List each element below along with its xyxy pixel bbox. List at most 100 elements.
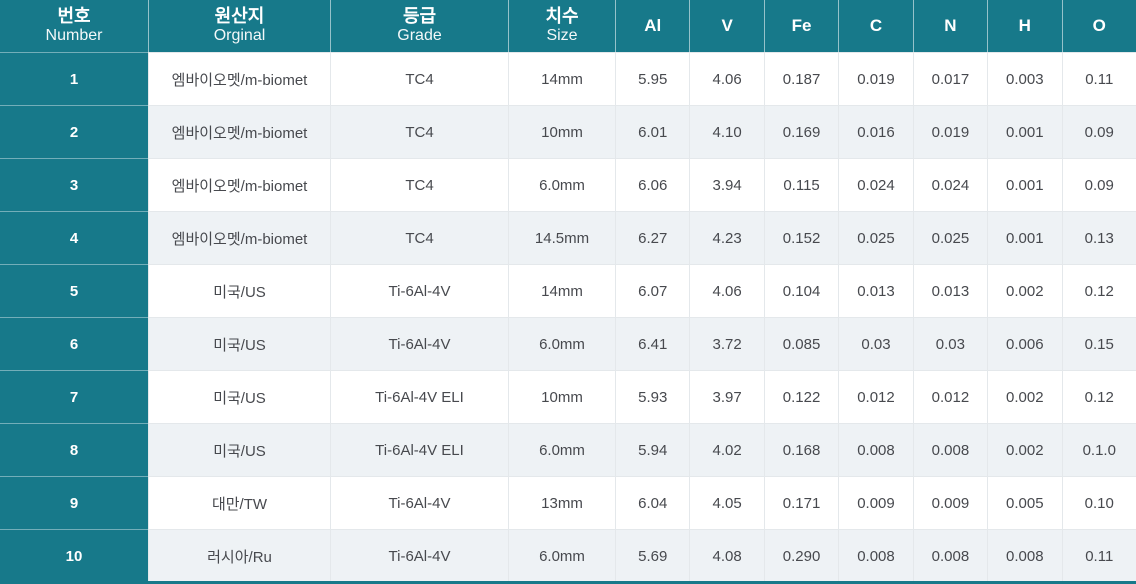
size-cell: 10mm [508,370,615,423]
n-cell: 0.017 [912,52,988,105]
al-cell: 6.06 [615,158,690,211]
v-cell: 4.08 [689,529,764,581]
n-cell: 0.019 [912,105,988,158]
col-header-grade-ko: 등급 [402,6,437,27]
h-cell: 0.002 [987,264,1062,317]
col-header-h: H [987,0,1062,52]
col-header-fe: Fe [763,0,839,52]
fe-cell: 0.115 [763,158,839,211]
o-cell: 0.12 [1061,370,1136,423]
col-header-size-ko: 치수 [545,6,579,27]
grade-cell: Ti-6Al-4V [330,529,508,581]
col-header-al: Al [615,0,690,52]
v-cell: 3.72 [689,317,764,370]
size-cell: 6.0mm [508,529,615,581]
fe-cell: 0.187 [763,52,839,105]
table-body: 1 엠바이오멧/m-biomet TC4 14mm 5.95 4.06 0.18… [0,52,1136,581]
al-cell: 6.27 [615,211,690,264]
al-cell: 6.41 [615,317,690,370]
h-cell: 0.003 [987,52,1062,105]
v-cell: 3.97 [689,370,764,423]
h-cell: 0.006 [987,317,1062,370]
col-header-c: C [838,0,913,52]
h-cell: 0.005 [987,476,1062,529]
col-header-n: N [912,0,988,52]
col-header-o: O [1061,0,1136,52]
al-cell: 5.95 [615,52,690,105]
v-cell: 3.94 [689,158,764,211]
o-cell: 0.10 [1061,476,1136,529]
al-cell: 5.93 [615,370,690,423]
n-cell: 0.025 [912,211,988,264]
grade-cell: Ti-6Al-4V ELI [330,370,508,423]
grade-cell: Ti-6Al-4V [330,476,508,529]
number-cell: 10 [0,529,148,581]
c-cell: 0.016 [838,105,913,158]
h-cell: 0.008 [987,529,1062,581]
o-cell: 0.15 [1061,317,1136,370]
table-row: 9 대만/TW Ti-6Al-4V 13mm 6.04 4.05 0.171 0… [0,476,1136,529]
size-cell: 13mm [508,476,615,529]
table-row: 2 엠바이오멧/m-biomet TC4 10mm 6.01 4.10 0.16… [0,105,1136,158]
col-header-origin: 원산지 Orginal [148,0,330,52]
fe-cell: 0.168 [763,423,839,476]
table-row: 4 엠바이오멧/m-biomet TC4 14.5mm 6.27 4.23 0.… [0,211,1136,264]
v-cell: 4.10 [689,105,764,158]
origin-cell: 대만/TW [148,476,330,529]
origin-cell: 엠바이오멧/m-biomet [148,52,330,105]
fe-cell: 0.152 [763,211,839,264]
v-cell: 4.05 [689,476,764,529]
n-cell: 0.009 [912,476,988,529]
grade-cell: TC4 [330,158,508,211]
table-row: 5 미국/US Ti-6Al-4V 14mm 6.07 4.06 0.104 0… [0,264,1136,317]
n-cell: 0.012 [912,370,988,423]
c-cell: 0.008 [838,423,913,476]
fe-cell: 0.169 [763,105,839,158]
table-header: 번호 Number 원산지 Orginal 등급 Grade 치수 Size A… [0,0,1136,52]
o-cell: 0.11 [1061,529,1136,581]
number-cell: 2 [0,105,148,158]
h-cell: 0.001 [987,158,1062,211]
number-cell: 3 [0,158,148,211]
size-cell: 14.5mm [508,211,615,264]
table-row: 6 미국/US Ti-6Al-4V 6.0mm 6.41 3.72 0.085 … [0,317,1136,370]
origin-cell: 미국/US [148,423,330,476]
al-cell: 5.69 [615,529,690,581]
size-cell: 10mm [508,105,615,158]
col-header-grade-en: Grade [397,27,442,45]
header-row: 번호 Number 원산지 Orginal 등급 Grade 치수 Size A… [0,0,1136,52]
h-cell: 0.001 [987,211,1062,264]
origin-cell: 러시아/Ru [148,529,330,581]
h-cell: 0.002 [987,423,1062,476]
size-cell: 14mm [508,52,615,105]
c-cell: 0.03 [838,317,913,370]
grade-cell: Ti-6Al-4V [330,264,508,317]
col-header-size: 치수 Size [508,0,615,52]
origin-cell: 엠바이오멧/m-biomet [148,105,330,158]
n-cell: 0.03 [912,317,988,370]
c-cell: 0.012 [838,370,913,423]
c-cell: 0.025 [838,211,913,264]
grade-cell: TC4 [330,211,508,264]
size-cell: 14mm [508,264,615,317]
grade-cell: Ti-6Al-4V ELI [330,423,508,476]
col-header-number: 번호 Number [0,0,148,52]
c-cell: 0.013 [838,264,913,317]
v-cell: 4.23 [689,211,764,264]
grade-cell: TC4 [330,105,508,158]
origin-cell: 미국/US [148,264,330,317]
al-cell: 6.07 [615,264,690,317]
fe-cell: 0.104 [763,264,839,317]
n-cell: 0.008 [912,529,988,581]
table-row: 10 러시아/Ru Ti-6Al-4V 6.0mm 5.69 4.08 0.29… [0,529,1136,581]
c-cell: 0.024 [838,158,913,211]
c-cell: 0.009 [838,476,913,529]
h-cell: 0.001 [987,105,1062,158]
number-cell: 1 [0,52,148,105]
o-cell: 0.09 [1061,158,1136,211]
number-cell: 8 [0,423,148,476]
origin-cell: 엠바이오멧/m-biomet [148,158,330,211]
n-cell: 0.013 [912,264,988,317]
fe-cell: 0.122 [763,370,839,423]
table-row: 3 엠바이오멧/m-biomet TC4 6.0mm 6.06 3.94 0.1… [0,158,1136,211]
